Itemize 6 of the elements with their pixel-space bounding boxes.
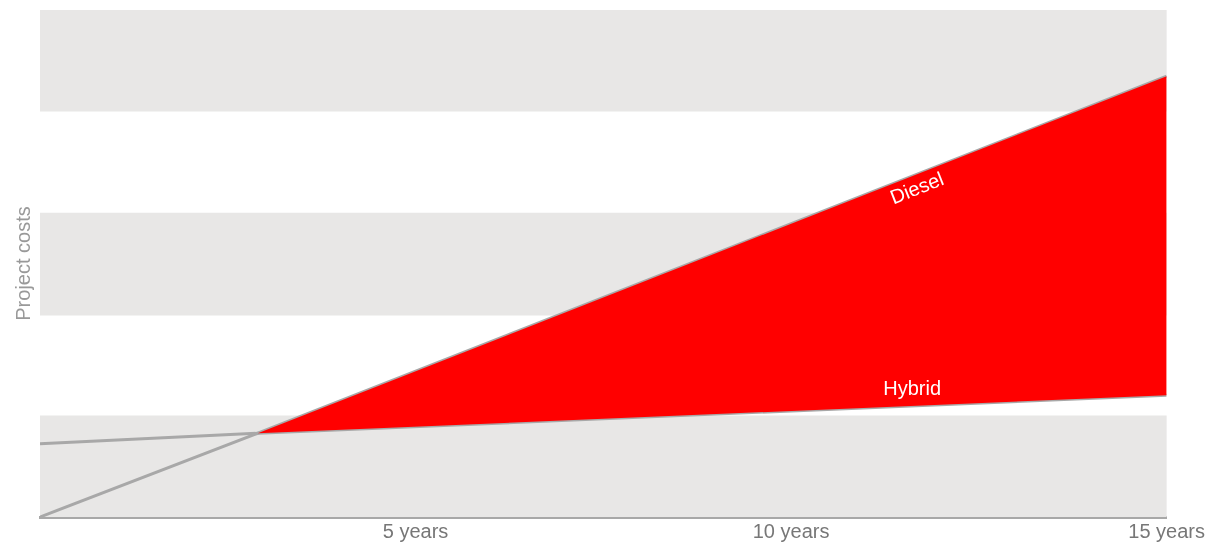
series-label: Hybrid xyxy=(883,377,942,400)
y-axis-title: Project costs xyxy=(11,206,34,321)
x-tick-label: 5 years xyxy=(382,519,449,542)
text: Diesel xyxy=(886,167,947,209)
x-tick-label: 10 years xyxy=(752,519,830,542)
x-tick-label: 15 years xyxy=(1128,519,1205,542)
